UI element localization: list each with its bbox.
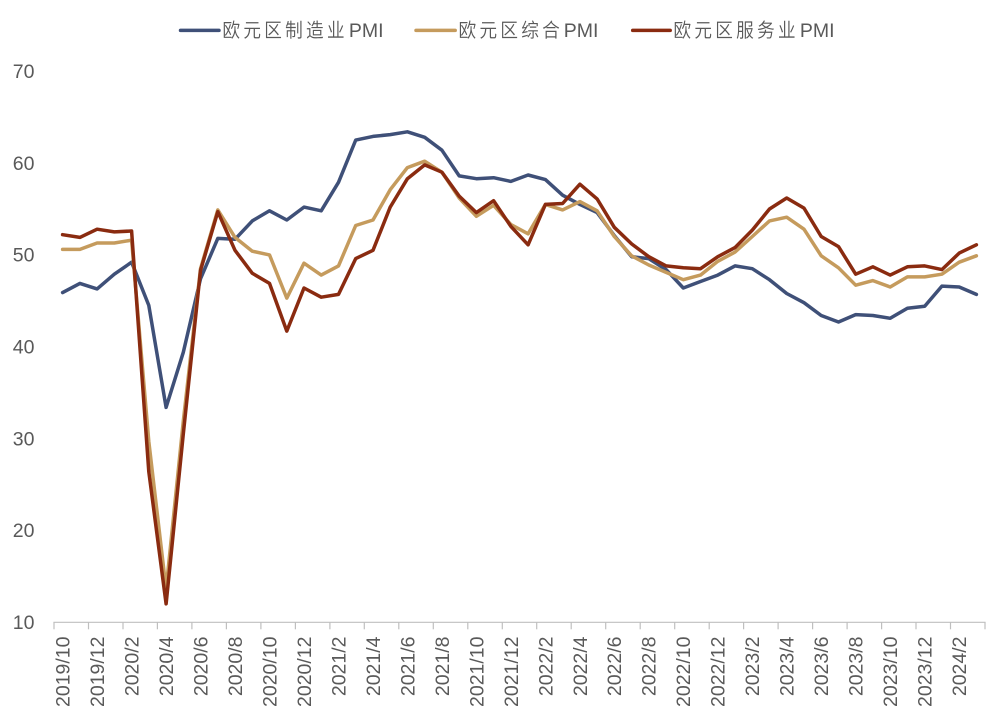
svg-text:50: 50 bbox=[13, 245, 35, 267]
svg-text:2021/8: 2021/8 bbox=[432, 637, 454, 697]
svg-text:2021/4: 2021/4 bbox=[363, 636, 385, 696]
svg-text:2022/8: 2022/8 bbox=[639, 637, 661, 697]
svg-text:2019/10: 2019/10 bbox=[53, 636, 75, 707]
svg-text:2022/10: 2022/10 bbox=[673, 636, 695, 707]
svg-text:2023/10: 2023/10 bbox=[880, 636, 902, 707]
svg-text:PMI: PMI bbox=[564, 20, 599, 42]
svg-text:2023/4: 2023/4 bbox=[777, 636, 799, 696]
svg-text:2020/8: 2020/8 bbox=[225, 637, 247, 697]
svg-text:2021/12: 2021/12 bbox=[501, 637, 523, 708]
svg-text:2024/2: 2024/2 bbox=[949, 637, 971, 697]
svg-text:2022/2: 2022/2 bbox=[535, 637, 557, 697]
svg-text:10: 10 bbox=[13, 612, 35, 634]
svg-text:2021/6: 2021/6 bbox=[397, 637, 419, 697]
svg-text:2021/2: 2021/2 bbox=[328, 637, 350, 697]
svg-text:20: 20 bbox=[13, 520, 35, 542]
svg-text:2022/6: 2022/6 bbox=[604, 637, 626, 697]
svg-text:2021/10: 2021/10 bbox=[466, 636, 488, 707]
svg-text:2022/12: 2022/12 bbox=[708, 637, 730, 708]
svg-text:2020/10: 2020/10 bbox=[259, 636, 281, 707]
svg-text:2020/4: 2020/4 bbox=[156, 636, 178, 696]
svg-text:2023/6: 2023/6 bbox=[811, 637, 833, 697]
svg-text:2023/12: 2023/12 bbox=[915, 637, 937, 708]
svg-text:40: 40 bbox=[13, 337, 35, 359]
svg-text:PMI: PMI bbox=[800, 20, 835, 42]
svg-text:60: 60 bbox=[13, 153, 35, 175]
svg-text:2020/12: 2020/12 bbox=[294, 637, 316, 708]
svg-text:2022/4: 2022/4 bbox=[570, 636, 592, 696]
svg-text:2020/2: 2020/2 bbox=[122, 637, 144, 697]
svg-text:70: 70 bbox=[13, 61, 35, 83]
svg-text:2020/6: 2020/6 bbox=[190, 637, 212, 697]
svg-text:PMI: PMI bbox=[349, 20, 384, 42]
svg-text:30: 30 bbox=[13, 428, 35, 450]
svg-text:2023/2: 2023/2 bbox=[742, 637, 764, 697]
svg-text:2023/8: 2023/8 bbox=[846, 637, 868, 697]
svg-text:2019/12: 2019/12 bbox=[87, 637, 109, 708]
